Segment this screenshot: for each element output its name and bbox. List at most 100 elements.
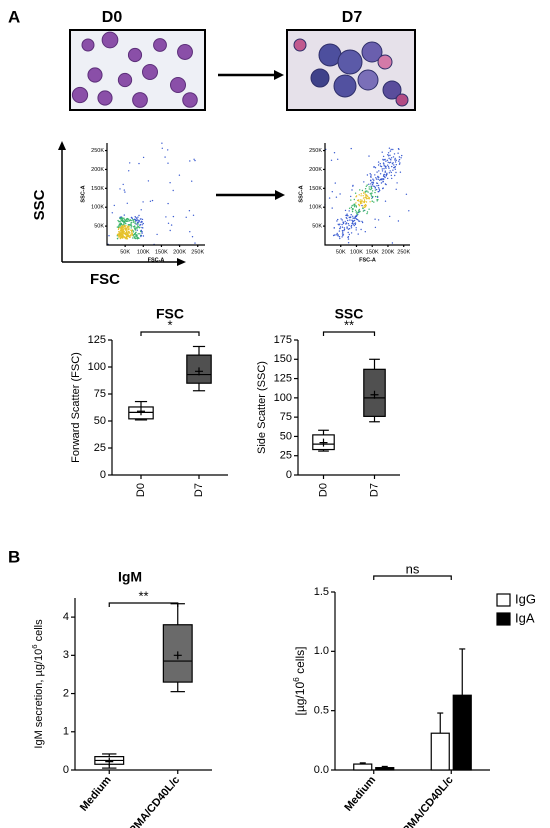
event <box>371 181 373 184</box>
event <box>364 209 366 212</box>
event <box>330 159 333 161</box>
event <box>372 181 375 183</box>
event <box>134 237 137 240</box>
event <box>132 226 135 228</box>
event <box>334 182 336 184</box>
event <box>345 222 348 224</box>
y-tick-label: 25 <box>94 442 106 454</box>
event <box>362 206 364 208</box>
event <box>371 200 373 202</box>
event <box>126 202 128 204</box>
event <box>123 226 125 228</box>
event <box>385 160 387 162</box>
event <box>374 187 376 189</box>
event <box>376 171 378 173</box>
event <box>392 148 394 151</box>
bar <box>430 732 450 771</box>
y-tick-label: 75 <box>94 388 106 400</box>
axis-arrows <box>58 141 186 266</box>
cell <box>87 67 103 83</box>
event <box>133 235 135 237</box>
event <box>397 148 400 150</box>
event <box>124 218 126 221</box>
event <box>363 192 365 194</box>
y-tick-label: 100 <box>88 361 106 373</box>
x-axis-title: FSC-A <box>148 257 165 263</box>
event <box>355 195 358 197</box>
x-tick-label: 50K <box>336 249 346 255</box>
event <box>350 227 353 229</box>
event <box>349 219 351 221</box>
event <box>125 225 127 227</box>
event <box>390 157 393 159</box>
event <box>339 227 341 230</box>
event <box>370 194 372 196</box>
event <box>136 221 139 223</box>
event <box>347 231 349 234</box>
event <box>360 228 362 231</box>
event <box>398 156 401 158</box>
y-tick-label: 2 <box>63 687 69 699</box>
event <box>130 216 133 219</box>
cell <box>132 92 148 108</box>
event <box>134 221 136 223</box>
event <box>375 188 378 191</box>
event <box>121 236 123 238</box>
event <box>136 218 138 220</box>
cell <box>81 38 95 52</box>
event <box>117 233 119 236</box>
event <box>129 234 132 236</box>
event <box>374 218 376 220</box>
event <box>136 229 138 231</box>
event <box>118 221 120 223</box>
event <box>362 195 364 197</box>
event <box>125 235 128 238</box>
event <box>365 196 367 199</box>
event <box>355 217 357 220</box>
event <box>370 188 372 191</box>
event <box>120 222 123 225</box>
event <box>408 210 410 212</box>
event <box>349 216 351 218</box>
event <box>131 234 134 236</box>
event <box>348 210 350 212</box>
event <box>377 219 380 221</box>
y-axis-title-text: cells <box>33 619 45 645</box>
event <box>135 223 137 225</box>
event <box>368 208 370 210</box>
event <box>135 236 137 238</box>
event <box>351 189 353 191</box>
event <box>393 164 395 166</box>
event <box>124 191 126 193</box>
event <box>390 159 392 161</box>
event <box>127 227 129 229</box>
chart-title: IgM <box>118 569 142 585</box>
y-axis-title-text: [µg/10 <box>293 682 307 716</box>
event <box>356 199 359 202</box>
x-tick-label: PMA/CD40L/c <box>401 774 456 828</box>
event <box>362 207 364 210</box>
mean-marker <box>105 757 114 766</box>
event <box>350 195 352 198</box>
event <box>338 230 341 232</box>
event <box>126 230 128 232</box>
event <box>390 148 392 151</box>
event <box>169 229 171 232</box>
event <box>133 228 136 230</box>
cell <box>117 72 133 88</box>
event <box>373 201 375 203</box>
y-tick-label: 150 <box>274 353 292 365</box>
event <box>350 199 352 201</box>
event <box>384 200 387 202</box>
event <box>132 230 134 232</box>
cell <box>293 38 307 52</box>
event <box>131 217 134 219</box>
event <box>358 211 360 214</box>
event <box>129 219 132 221</box>
event <box>384 165 387 167</box>
event <box>381 170 384 172</box>
significance-label: ns <box>406 561 420 576</box>
event <box>392 162 394 164</box>
cell <box>101 31 119 49</box>
event <box>375 177 377 179</box>
